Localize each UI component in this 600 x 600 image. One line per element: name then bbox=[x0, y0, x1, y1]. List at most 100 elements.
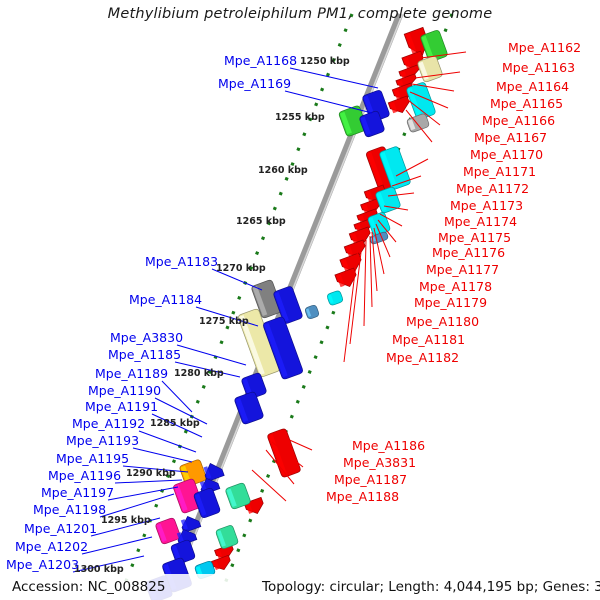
gene-grey-2[interactable] bbox=[251, 279, 283, 319]
gene-yellow-1[interactable] bbox=[237, 308, 280, 378]
gene-label-Mpe_A1169[interactable]: Mpe_A1169 bbox=[218, 76, 292, 91]
gene-springgreen-1[interactable] bbox=[225, 482, 251, 510]
leader-line-Mpe_A1168 bbox=[289, 67, 379, 89]
gene-green-1-highlight bbox=[421, 35, 434, 60]
gene-red-19[interactable] bbox=[211, 554, 232, 572]
gene-label-Mpe_A3830[interactable]: Mpe_A3830 bbox=[110, 330, 184, 345]
gene-label-Mpe_A1173[interactable]: Mpe_A1173 bbox=[450, 198, 524, 213]
gene-blue-7-highlight bbox=[203, 466, 212, 479]
gene-red-1[interactable] bbox=[403, 26, 432, 58]
genome-summary-text: Topology: circular; Length: 4,044,195 bp… bbox=[262, 579, 600, 595]
gene-springgreen-2-highlight bbox=[216, 530, 226, 547]
gene-red-18-highlight bbox=[216, 550, 223, 559]
gene-blue-12[interactable] bbox=[170, 539, 196, 565]
gene-red-16[interactable] bbox=[267, 428, 302, 478]
ruler-tick-1270-kbp: 1270 kbp bbox=[216, 263, 266, 274]
gene-label-Mpe_A1170[interactable]: Mpe_A1170 bbox=[470, 147, 544, 162]
gene-label-Mpe_A1184[interactable]: Mpe_A1184 bbox=[129, 292, 203, 307]
gene-green-left-1[interactable] bbox=[338, 105, 368, 137]
gene-magenta-2-highlight bbox=[156, 523, 167, 542]
gene-label-Mpe_A1183[interactable]: Mpe_A1183 bbox=[145, 254, 219, 269]
gene-label-Mpe_A1190[interactable]: Mpe_A1190 bbox=[88, 383, 162, 398]
gene-label-Mpe_A1201[interactable]: Mpe_A1201 bbox=[24, 521, 98, 536]
gene-label-Mpe_A3831[interactable]: Mpe_A3831 bbox=[343, 455, 417, 470]
gene-label-Mpe_A1167[interactable]: Mpe_A1167 bbox=[474, 130, 548, 145]
gene-label-Mpe_A1174[interactable]: Mpe_A1174 bbox=[444, 214, 518, 229]
gene-cyan-1-highlight bbox=[407, 87, 422, 118]
gene-red-4-highlight bbox=[397, 80, 404, 88]
gene-label-Mpe_A1172[interactable]: Mpe_A1172 bbox=[456, 181, 530, 196]
gene-blue-3[interactable] bbox=[273, 286, 303, 325]
gene-label-Mpe_A1175[interactable]: Mpe_A1175 bbox=[438, 230, 512, 245]
gene-label-Mpe_A1186[interactable]: Mpe_A1186 bbox=[352, 438, 426, 453]
gene-label-Mpe_A1168[interactable]: Mpe_A1168 bbox=[224, 53, 298, 68]
gene-label-Mpe_A1171[interactable]: Mpe_A1171 bbox=[463, 164, 537, 179]
gene-label-Mpe_A1191[interactable]: Mpe_A1191 bbox=[85, 399, 159, 414]
gene-label-Mpe_A1188[interactable]: Mpe_A1188 bbox=[326, 489, 400, 504]
gene-label-Mpe_A1166[interactable]: Mpe_A1166 bbox=[482, 113, 556, 128]
gene-blue-6[interactable] bbox=[234, 391, 264, 425]
gene-red-12[interactable] bbox=[348, 226, 373, 247]
leader-line-Mpe_A1182 bbox=[343, 247, 359, 363]
gene-red-3-highlight bbox=[400, 71, 407, 79]
gene-blue-10-highlight bbox=[180, 519, 188, 530]
gene-green-1[interactable] bbox=[420, 29, 448, 62]
leader-line-Mpe_A1169 bbox=[284, 90, 373, 114]
gene-label-Mpe_A1182[interactable]: Mpe_A1182 bbox=[386, 350, 460, 365]
leader-line-Mpe_A1165 bbox=[409, 91, 449, 109]
gene-blue-7[interactable] bbox=[202, 460, 225, 483]
gene-label-Mpe_A1163[interactable]: Mpe_A1163 bbox=[502, 60, 576, 75]
gene-steel-2[interactable] bbox=[304, 304, 320, 320]
gene-label-Mpe_A1193[interactable]: Mpe_A1193 bbox=[66, 433, 140, 448]
gene-blue-10[interactable] bbox=[179, 513, 202, 534]
gene-label-Mpe_A1165[interactable]: Mpe_A1165 bbox=[490, 96, 564, 111]
gene-magenta-1[interactable] bbox=[173, 478, 204, 514]
gene-blue-9[interactable] bbox=[193, 487, 221, 518]
gene-label-Mpe_A1202[interactable]: Mpe_A1202 bbox=[15, 539, 89, 554]
leader-line-Mpe_A1186 bbox=[275, 433, 313, 451]
gene-label-Mpe_A1187[interactable]: Mpe_A1187 bbox=[334, 472, 408, 487]
gene-magenta-2[interactable] bbox=[155, 517, 181, 545]
gene-label-Mpe_A1195[interactable]: Mpe_A1195 bbox=[56, 451, 130, 466]
gene-label-Mpe_A1179[interactable]: Mpe_A1179 bbox=[414, 295, 488, 310]
leader-line-Mpe_A1176 bbox=[375, 223, 391, 258]
gene-label-Mpe_A1176[interactable]: Mpe_A1176 bbox=[432, 245, 506, 260]
gene-label-Mpe_A1178[interactable]: Mpe_A1178 bbox=[419, 279, 493, 294]
leader-line-Mpe_A1166 bbox=[407, 99, 441, 126]
gene-label-Mpe_A1198[interactable]: Mpe_A1198 bbox=[33, 502, 107, 517]
gene-red-15[interactable] bbox=[334, 267, 359, 290]
ruler-tick-1290-kbp: 1290 kbp bbox=[126, 468, 176, 479]
gene-cyan-1[interactable] bbox=[406, 82, 436, 121]
gene-red-19-highlight bbox=[213, 561, 220, 570]
gene-springgreen-2[interactable] bbox=[215, 525, 239, 550]
gene-label-Mpe_A1177[interactable]: Mpe_A1177 bbox=[426, 262, 500, 277]
leader-line-Mpe_A1178 bbox=[371, 231, 378, 292]
leader-line-Mpe_A1162 bbox=[420, 51, 467, 59]
gene-red-17-highlight bbox=[245, 503, 253, 514]
gene-cyan-5[interactable] bbox=[326, 290, 343, 306]
gene-label-Mpe_A1181[interactable]: Mpe_A1181 bbox=[392, 332, 466, 347]
gene-red-8-highlight bbox=[365, 191, 374, 203]
gene-cyan-2[interactable] bbox=[379, 146, 411, 190]
leader-line-Mpe_A1167 bbox=[405, 109, 433, 143]
leader-line-Mpe_A1175 bbox=[377, 219, 397, 243]
gene-label-Mpe_A1189[interactable]: Mpe_A1189 bbox=[95, 366, 169, 381]
gene-blue-4[interactable] bbox=[262, 316, 303, 380]
gene-blue-2[interactable] bbox=[359, 110, 385, 138]
gene-label-Mpe_A1164[interactable]: Mpe_A1164 bbox=[496, 79, 570, 94]
gene-cyan-3[interactable] bbox=[375, 186, 401, 214]
gene-cyan-4[interactable] bbox=[367, 212, 391, 237]
gene-label-Mpe_A1203[interactable]: Mpe_A1203 bbox=[6, 557, 80, 572]
gene-label-Mpe_A1196[interactable]: Mpe_A1196 bbox=[48, 468, 122, 483]
gene-label-Mpe_A1197[interactable]: Mpe_A1197 bbox=[41, 485, 115, 500]
gene-steel-2-highlight bbox=[305, 308, 312, 317]
leader-line-Mpe_A3831 bbox=[271, 441, 304, 468]
gene-red-13[interactable] bbox=[343, 239, 368, 260]
gene-label-Mpe_A1162[interactable]: Mpe_A1162 bbox=[508, 40, 582, 55]
gene-label-Mpe_A1180[interactable]: Mpe_A1180 bbox=[406, 314, 480, 329]
leader-line-Mpe_A1188 bbox=[251, 469, 287, 502]
gene-label-Mpe_A1192[interactable]: Mpe_A1192 bbox=[72, 416, 146, 431]
gene-label-Mpe_A1185[interactable]: Mpe_A1185 bbox=[108, 347, 182, 362]
gene-tan-1-highlight bbox=[418, 61, 429, 80]
